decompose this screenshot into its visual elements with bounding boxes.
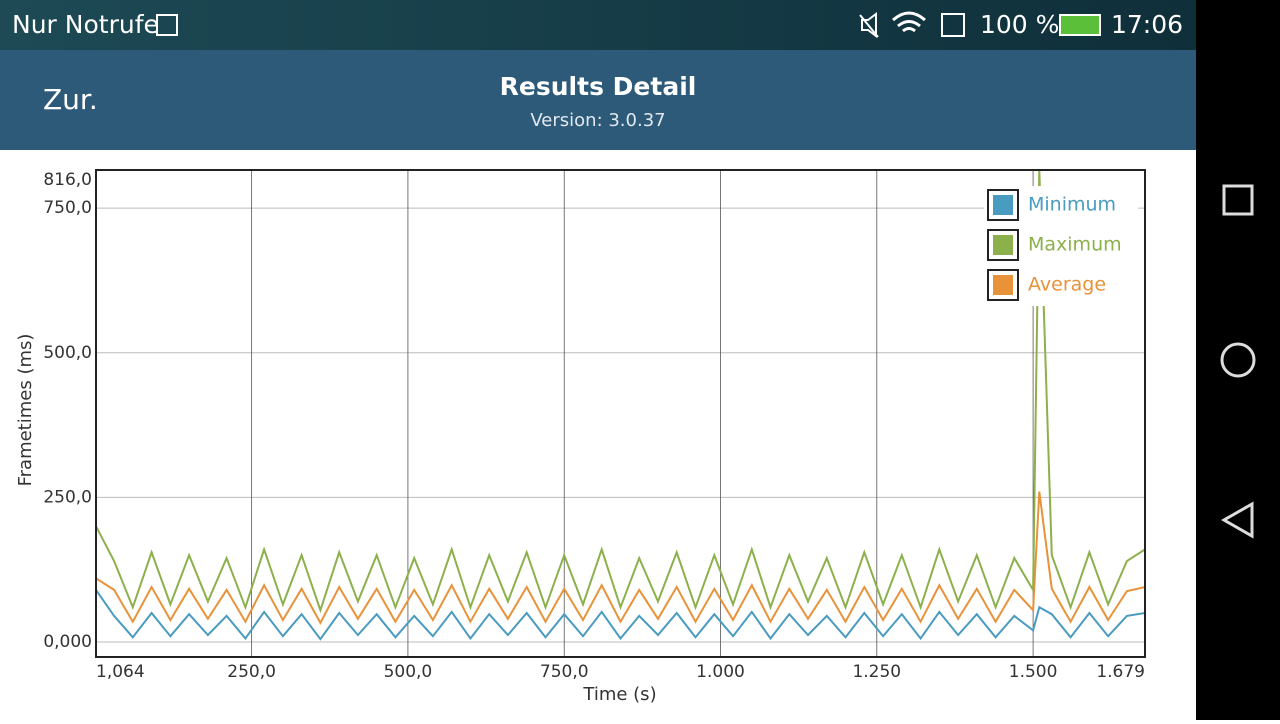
nav-bar (1196, 0, 1280, 720)
back-nav-button[interactable] (1220, 501, 1254, 539)
legend-label: Minimum (1028, 194, 1116, 216)
battery-text: 100 % (980, 10, 1059, 39)
plot-border (95, 169, 1146, 658)
app-title: Results Detail (500, 72, 697, 101)
image-icon (156, 14, 178, 36)
y-tick-label: 250,0 (43, 487, 92, 507)
legend-label: Maximum (1028, 234, 1122, 256)
x-tick-label: 1.679 (1096, 662, 1145, 682)
chart: 0,000 250,0 500,0 750,0 816,0 1,064 250,0 500,0… (43, 169, 1146, 682)
legend-swatch (993, 195, 1013, 215)
y-tick-label: 750,0 (43, 198, 92, 218)
x-tick-label: 250,0 (227, 662, 276, 682)
series-line (95, 491, 1146, 626)
battery-icon (1059, 14, 1101, 36)
plot-area (96, 170, 1145, 657)
back-button[interactable]: Zur. (43, 83, 98, 116)
mute-icon (859, 12, 879, 38)
y-axis-label: Frametimes (ms) (15, 334, 36, 487)
x-tick-label: 1.000 (696, 662, 745, 682)
x-tick-label: 500,0 (384, 662, 433, 682)
legend-swatch (993, 235, 1013, 255)
status-bar (0, 0, 1196, 50)
legend-label: Average (1028, 274, 1106, 296)
carrier: Nur Notrufe (12, 10, 159, 39)
series-line (95, 169, 1146, 614)
app-subtitle: Version: 3.0.37 (530, 110, 665, 131)
x-tick-label: 1.500 (1009, 662, 1058, 682)
wifi-icon (892, 11, 926, 33)
recent-button[interactable] (1222, 184, 1254, 216)
x-tick-label: 1,064 (96, 662, 145, 682)
home-button[interactable] (1220, 342, 1256, 378)
x-tick-label: 1.250 (852, 662, 901, 682)
sim-icon (941, 13, 965, 37)
clock: 17:06 (1111, 10, 1183, 39)
series-line (95, 589, 1146, 641)
y-tick-label: 816,0 (43, 170, 92, 190)
x-axis-label: Time (s) (582, 684, 656, 705)
legend-swatch (993, 275, 1013, 295)
x-tick-label: 750,0 (540, 662, 589, 682)
app-bar (0, 50, 1196, 150)
y-tick-label: 0,000 (43, 632, 92, 652)
y-tick-label: 500,0 (43, 343, 92, 363)
